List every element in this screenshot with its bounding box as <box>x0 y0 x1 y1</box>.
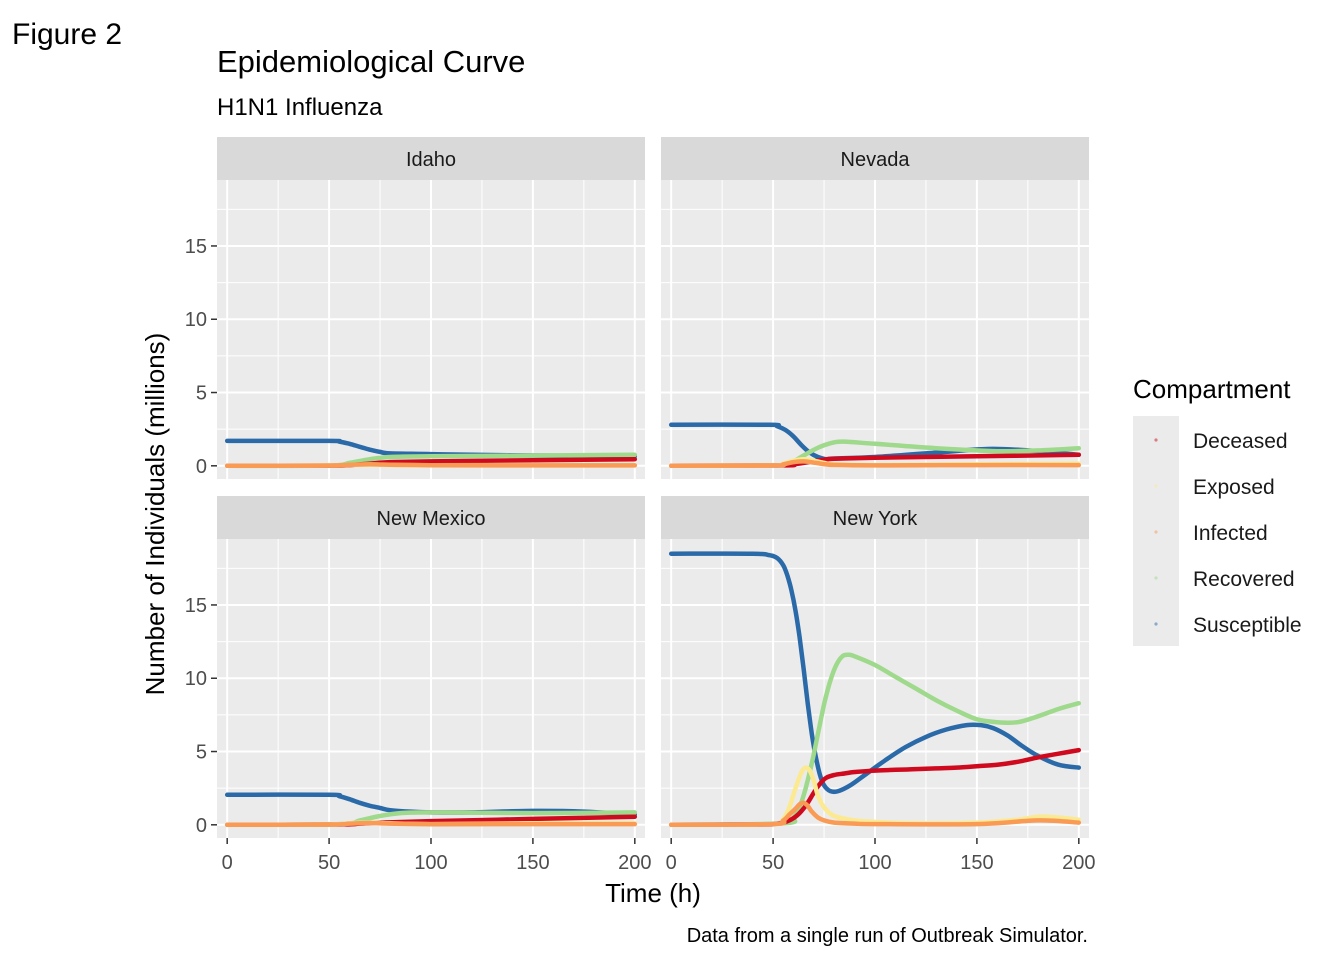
x-tick-label: 100 <box>858 852 891 874</box>
y-tick-label: 10 <box>185 309 207 331</box>
series-line-recovered <box>668 652 1082 828</box>
y-axis-title: Number of Individuals (millions) <box>140 333 170 696</box>
legend-title: Compartment <box>1133 374 1291 404</box>
legend-label-recovered: Recovered <box>1193 568 1295 591</box>
y-tick-label: 5 <box>196 383 207 405</box>
legend-key-susceptible <box>1154 622 1158 626</box>
series-line-infected <box>668 800 1082 828</box>
y-tick-label: 0 <box>196 456 207 478</box>
x-tick-label: 0 <box>666 852 677 874</box>
panel-nevada: Nevada <box>661 137 1089 479</box>
series-line-infected <box>668 459 1082 469</box>
legend-label-deceased: Deceased <box>1193 430 1288 453</box>
y-tick-label: 5 <box>196 742 207 764</box>
facet-strip-label: New Mexico <box>377 508 486 530</box>
panel-idaho: Idaho <box>217 137 645 479</box>
y-tick-label: 15 <box>185 595 207 617</box>
facet-strip <box>661 137 1089 180</box>
x-axis-title: Time (h) <box>605 878 701 908</box>
x-tick-label: 150 <box>960 852 993 874</box>
panel-new-mexico: New Mexico <box>217 496 645 838</box>
series-line-infected <box>224 462 638 469</box>
x-tick-label: 200 <box>1062 852 1095 874</box>
y-tick-label: 15 <box>185 236 207 258</box>
chart-subtitle: H1N1 Influenza <box>217 94 383 121</box>
x-tick-label: 0 <box>222 852 233 874</box>
chart-caption: Data from a single run of Outbreak Simul… <box>687 925 1088 947</box>
legend: Compartment Deceased Exposed Infected Recov… <box>1133 374 1302 646</box>
y-tick-label: 10 <box>185 668 207 690</box>
facet-strip-label: New York <box>833 508 918 530</box>
legend-label-susceptible: Susceptible <box>1193 614 1302 637</box>
figure-tag: Figure 2 <box>12 18 122 51</box>
legend-label-infected: Infected <box>1193 522 1268 545</box>
y-tick-label: 0 <box>196 815 207 837</box>
chart-title: Epidemiological Curve <box>217 44 525 79</box>
series-line-infected <box>224 820 638 828</box>
series-line-deceased <box>668 747 1082 828</box>
x-tick-label: 50 <box>762 852 784 874</box>
facet-strip <box>661 496 1089 539</box>
x-tick-label: 50 <box>318 852 340 874</box>
legend-key-deceased <box>1154 438 1158 442</box>
legend-key-exposed <box>1154 484 1158 488</box>
legend-label-exposed: Exposed <box>1193 476 1275 499</box>
x-tick-label: 100 <box>414 852 447 874</box>
panel-new-york: New York <box>661 496 1089 838</box>
series-line-susceptible <box>668 551 1082 795</box>
legend-key-infected <box>1154 530 1158 534</box>
x-tick-label: 150 <box>516 852 549 874</box>
x-tick-label: 200 <box>618 852 651 874</box>
facet-strip <box>217 137 645 180</box>
facet-panels: Idaho Nevada New Mexico New York <box>217 137 1089 838</box>
facet-strip-label: Idaho <box>406 149 456 171</box>
facet-strip-label: Nevada <box>841 149 911 171</box>
facet-strip <box>217 496 645 539</box>
legend-key-recovered <box>1154 576 1158 580</box>
